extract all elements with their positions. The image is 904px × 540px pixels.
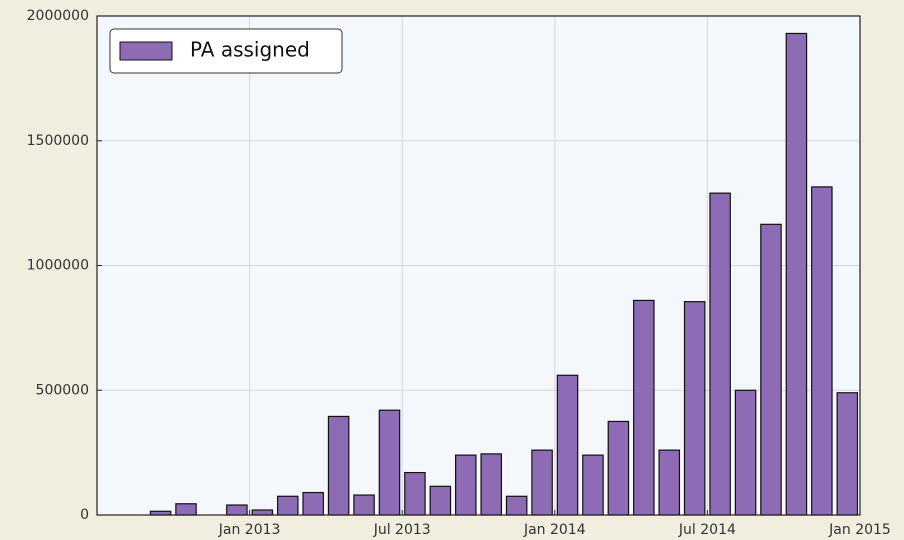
bar [353, 494, 375, 516]
bar [226, 504, 248, 516]
x-tick-label: Jan 2015 [828, 522, 891, 538]
bar [455, 454, 477, 516]
x-tick-label: Jan 2013 [218, 522, 281, 538]
bar [785, 32, 808, 516]
bar [327, 415, 350, 516]
bar [760, 223, 782, 516]
x-tick-label: Jul 2013 [373, 522, 431, 538]
bar [429, 485, 452, 516]
labels: 0 500000 1000000 1500000 2000000 Jan 2013 Jul … [27, 8, 891, 538]
x-tick-label: Jan 2014 [523, 522, 586, 538]
y-tick-label: 1500000 [27, 133, 89, 149]
bar [582, 454, 604, 516]
bar [531, 449, 553, 516]
bar [378, 409, 401, 516]
bar [709, 192, 731, 516]
bar [836, 392, 859, 516]
bar [302, 491, 324, 516]
bar [505, 495, 528, 516]
bar [607, 420, 630, 516]
y-tick-label: 0 [80, 507, 89, 523]
bar [633, 299, 655, 516]
bar [276, 495, 299, 516]
bar [556, 374, 579, 516]
bar [404, 471, 426, 516]
legend-swatch [119, 41, 173, 61]
y-tick-label: 2000000 [27, 8, 89, 24]
bar [734, 389, 757, 516]
legend-label: PA assigned [190, 38, 310, 62]
bar [251, 509, 274, 516]
bars [149, 32, 859, 516]
legend-box [109, 28, 343, 74]
bar [811, 186, 833, 516]
bar [175, 503, 197, 516]
x-tick-label: Jul 2014 [678, 522, 736, 538]
y-tick-label: 500000 [36, 382, 89, 398]
bar [658, 449, 681, 516]
y-tick-label: 1000000 [27, 258, 89, 274]
bar [683, 301, 706, 516]
bar [480, 453, 502, 516]
